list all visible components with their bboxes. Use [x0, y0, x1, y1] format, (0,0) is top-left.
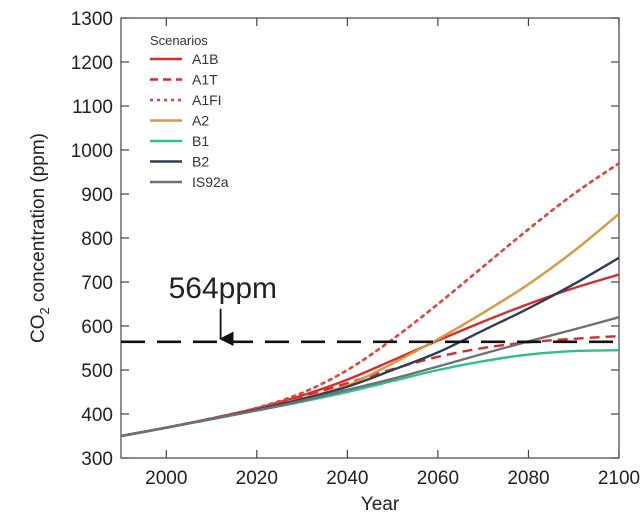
legend: Scenarios A1B A1T A1FI A2 B1 B2 IS92a — [150, 33, 229, 190]
threshold-label: 564ppm — [169, 272, 277, 305]
y-axis-title-main: CO — [28, 314, 49, 343]
y-axis-title-subscript: 2 — [37, 307, 52, 314]
series-line-is92a — [121, 316, 619, 438]
y-tick-label: 400 — [81, 405, 113, 426]
x-tick-label: 2000 — [145, 468, 187, 489]
x-axis: 2000 2020 2040 2060 2080 2100 — [145, 18, 640, 489]
y-tick-label: 1100 — [72, 97, 113, 118]
x-axis-title: Year — [361, 494, 400, 515]
series-lines — [121, 161, 619, 438]
legend-label-a1t: A1T — [192, 72, 218, 88]
legend-label-b2: B2 — [192, 154, 209, 170]
legend-label-a1b: A1B — [192, 51, 218, 67]
legend-label-is92a: IS92a — [192, 174, 229, 190]
legend-label-a2: A2 — [192, 113, 209, 129]
x-tick-label: 2100 — [598, 468, 640, 489]
y-axis-title-rest: concentration (ppm) — [28, 133, 49, 307]
x-tick-label: 2020 — [236, 468, 278, 489]
y-tick-label: 1200 — [71, 53, 113, 74]
y-tick-label: 500 — [81, 361, 113, 382]
y-tick-label: 300 — [81, 449, 113, 470]
y-tick-label: 900 — [81, 185, 113, 206]
y-axis-title: CO2 concentration (ppm) — [28, 133, 52, 343]
y-tick-label: 700 — [81, 273, 113, 294]
legend-label-a1fi: A1FI — [192, 92, 222, 108]
legend-title: Scenarios — [150, 33, 208, 48]
y-tick-label: 1300 — [71, 9, 113, 30]
y-tick-label: 1000 — [71, 141, 113, 162]
y-tick-label: 800 — [81, 229, 113, 250]
legend-label-b1: B1 — [192, 133, 209, 149]
threshold-annotation: 564ppm — [121, 272, 619, 347]
y-tick-label: 600 — [81, 317, 113, 338]
x-tick-label: 2080 — [507, 468, 549, 489]
x-tick-label: 2060 — [417, 468, 459, 489]
x-tick-label: 2040 — [326, 468, 368, 489]
y-axis: 300 400 500 600 700 800 900 1000 1100 1200 1300 — [71, 9, 619, 470]
